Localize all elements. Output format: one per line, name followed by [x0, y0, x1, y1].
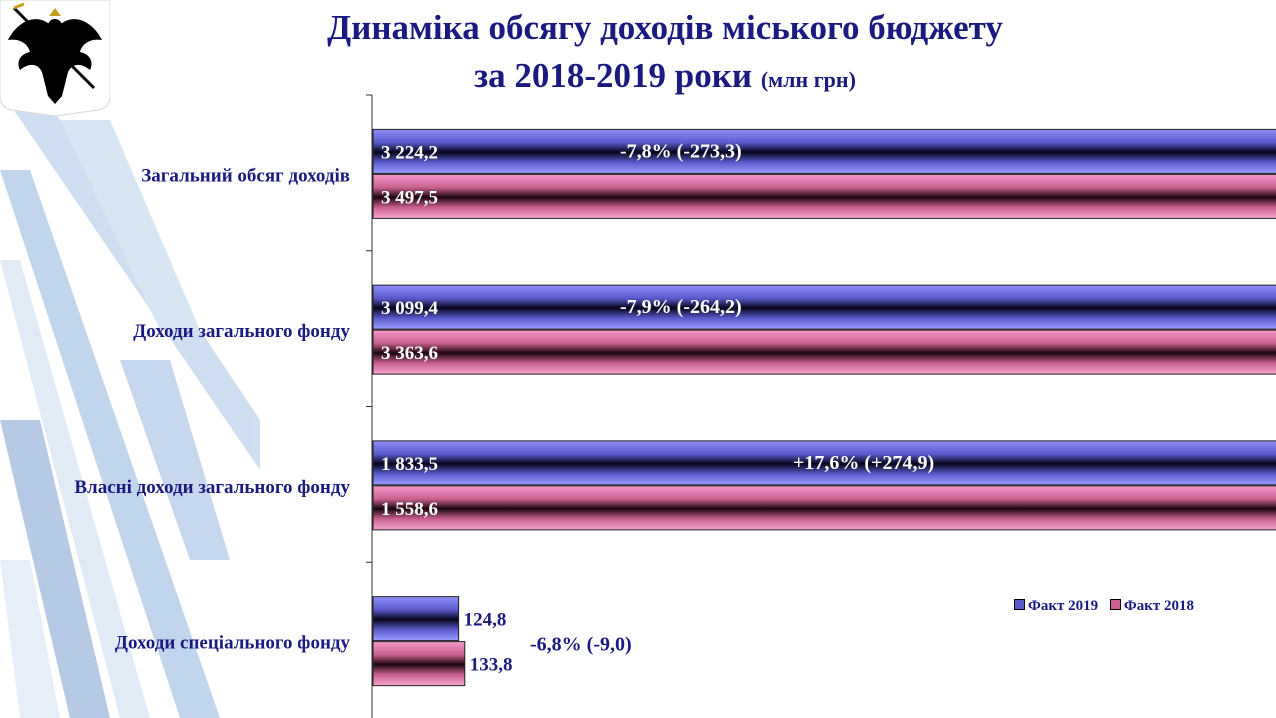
legend-label-2018: Факт 2018	[1123, 598, 1195, 614]
data-label: 3 497,5	[381, 187, 438, 208]
bar-2019	[372, 596, 460, 642]
bar-2018	[372, 329, 1276, 375]
legend: Факт 2019 Факт 2018	[1014, 598, 1202, 615]
legend-label-2019: Факт 2019	[1028, 598, 1099, 614]
chart-subtitle: за 2018-2019 роки (млн грн)	[200, 54, 1130, 102]
legend-swatch-2018	[1109, 599, 1121, 610]
background-decoration	[0, 90, 260, 718]
chart-subtitle-years: за 2018-2019 роки	[474, 56, 753, 95]
legend-item-2018: Факт 2018	[1109, 598, 1195, 615]
chart-unit: (млн грн)	[760, 67, 856, 92]
bar-2018	[372, 485, 1276, 531]
category-label: Власні доходи загального фонду	[74, 477, 350, 498]
category-label: Доходи загального фонду	[133, 321, 350, 342]
category-label: Загальний обсяг доходів	[141, 165, 350, 186]
coat-of-arms-eagle-icon	[0, 0, 110, 116]
data-label: 3 224,2	[381, 142, 438, 163]
change-annotation: -6,8% (-9,0)	[530, 634, 632, 656]
change-annotation: +17,6% (+274,9)	[793, 452, 934, 474]
legend-item-2019: Факт 2019	[1014, 598, 1098, 615]
legend-swatch-2019	[1014, 599, 1025, 610]
change-annotation: -7,8% (-273,3)	[620, 140, 742, 162]
chart-title: Динаміка обсягу доходів міського бюджету	[327, 8, 1003, 47]
data-label: 3 099,4	[381, 298, 439, 319]
bar-2018	[372, 173, 1276, 219]
change-annotation: -7,9% (-264,2)	[620, 296, 742, 318]
data-label: 1 558,6	[381, 499, 438, 520]
bar-2019	[372, 128, 1276, 174]
data-label: 3 363,6	[381, 343, 438, 364]
category-label: Доходи спеціального фонду	[115, 633, 351, 654]
data-label: 1 833,5	[381, 454, 438, 475]
data-label: 133,8	[470, 655, 513, 676]
bar-2018	[372, 641, 466, 687]
data-label: 124,8	[464, 610, 507, 631]
bar-2019	[372, 284, 1276, 330]
bar-2019	[372, 440, 1276, 486]
